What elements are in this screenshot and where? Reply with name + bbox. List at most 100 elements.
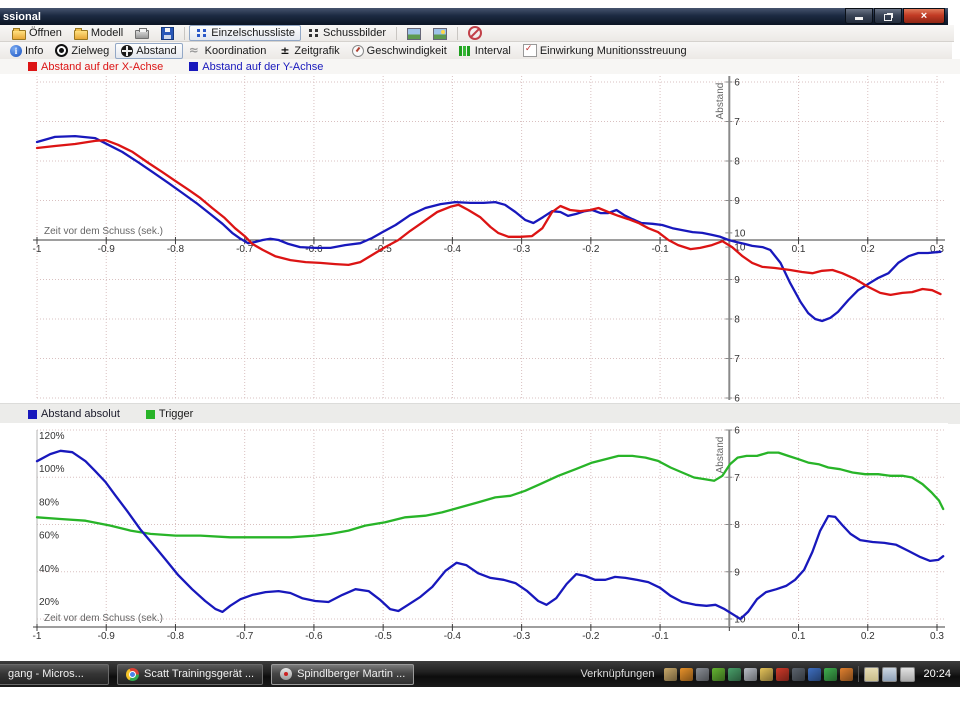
chart-distance-xy: -1 -0.9 -0.8 -0.7 -0.6 -0.5 -0.4 -0.3 -0.2 -0.1 0.… [0, 74, 948, 403]
main-toolbar: Öffnen Modell Einzelschussliste Schussbi… [0, 25, 954, 42]
system-tray [664, 667, 854, 681]
tray-icon-8[interactable] [776, 667, 790, 681]
export-image-button[interactable] [401, 25, 427, 42]
taskbar-button-outlook[interactable]: gang - Micros... [0, 663, 109, 685]
restore-icon [884, 13, 892, 21]
single-shot-list-label: Einzelschussliste [211, 27, 295, 39]
tray-icon-6[interactable] [744, 667, 758, 681]
minimize-button[interactable] [845, 8, 873, 24]
speed-button[interactable]: Geschwindigkeit [346, 42, 453, 59]
title-bar[interactable]: ssional × [0, 8, 948, 25]
tray-icon-3[interactable] [696, 667, 710, 681]
open-button[interactable]: Öffnen [6, 25, 68, 42]
svg-text:20%: 20% [39, 597, 59, 608]
legend-item-x-axis: Abstand auf der X-Achse [28, 61, 163, 73]
tray-icon-5[interactable] [728, 667, 742, 681]
chrome-icon [126, 667, 139, 681]
svg-text:10: 10 [734, 243, 746, 254]
window-controls: × [845, 8, 945, 24]
shot-images-button[interactable]: Schussbilder [301, 25, 392, 41]
taskbar: gang - Micros... Scatt Trainingsgerät ..… [0, 661, 960, 687]
info-icon [10, 44, 22, 57]
tray-icon-1[interactable] [664, 667, 678, 681]
taskbar-button-scatt-active[interactable]: Spindlberger Martin ... [271, 663, 415, 685]
restore-button[interactable] [874, 8, 902, 24]
shot-images-label: Schussbilder [323, 27, 386, 39]
distance-button[interactable]: Abstand [115, 42, 183, 59]
info-label: Info [25, 44, 44, 57]
display-tray-icon[interactable] [882, 666, 898, 682]
svg-text:-0.8: -0.8 [167, 244, 185, 255]
close-button[interactable]: × [903, 8, 945, 24]
save-icon [161, 26, 175, 40]
tray-icon-12[interactable] [840, 667, 854, 681]
toolbar-separator [456, 26, 458, 40]
chart-top-grid [36, 76, 945, 400]
svg-text:80%: 80% [39, 497, 59, 508]
scatt-app-icon [280, 668, 293, 680]
ammo-dispersion-button[interactable]: Einwirkung Munitionsstreuung [517, 42, 693, 59]
trigger-label: Trigger [158, 408, 194, 420]
svg-text:0.2: 0.2 [861, 244, 875, 255]
image-icon [406, 27, 421, 40]
svg-text:Zeit vor dem Schuss (sek.): Zeit vor dem Schuss (sek.) [44, 226, 163, 237]
series-abstand-absolut [35, 449, 945, 621]
crosshair-icon [121, 44, 134, 57]
legend-bottom-chart: Abstand absolut Trigger [0, 403, 960, 424]
svg-text:-0.8: -0.8 [167, 631, 185, 642]
printer-icon [135, 28, 150, 39]
x-axis-series-swatch [28, 62, 37, 71]
tray-icon-7[interactable] [760, 667, 774, 681]
svg-text:8: 8 [734, 157, 740, 168]
interval-button[interactable]: Interval [453, 43, 517, 59]
tray-icon-9[interactable] [792, 667, 806, 681]
svg-text:9: 9 [734, 567, 740, 578]
svg-text:0.2: 0.2 [861, 631, 875, 642]
svg-text:8: 8 [734, 520, 740, 531]
legend-item-y-axis: Abstand auf der Y-Achse [189, 61, 323, 73]
chart-bottom-tick-labels: -1 -0.9 -0.8 -0.7 -0.6 -0.5 -0.4 -0.3 -0.2 -0.1 0.… [33, 426, 945, 643]
svg-text:-0.2: -0.2 [582, 631, 600, 642]
svg-text:10: 10 [734, 228, 746, 239]
svg-text:-0.4: -0.4 [444, 244, 462, 255]
taskbar-button-scatt-label: Spindlberger Martin ... [297, 668, 406, 680]
copy-image-button[interactable] [427, 25, 453, 42]
block-button[interactable] [462, 24, 488, 42]
taskbar-button-chrome-scatt[interactable]: Scatt Trainingsgerät ... [117, 663, 264, 685]
target-icon [55, 44, 69, 57]
svg-text:-0.6: -0.6 [305, 631, 323, 642]
svg-text:Abstand: Abstand [715, 83, 726, 120]
svg-text:9: 9 [734, 196, 740, 207]
model-button[interactable]: Modell [68, 25, 129, 42]
svg-text:-0.9: -0.9 [98, 244, 116, 255]
chart-bottom-grid [36, 429, 945, 627]
tray-icon-4[interactable] [712, 667, 726, 681]
single-shot-list-button[interactable]: Einzelschussliste [189, 25, 301, 41]
svg-text:7: 7 [734, 354, 740, 365]
speaker-tray-icon[interactable] [900, 666, 916, 682]
time-graph-button[interactable]: Zeitgrafik [272, 43, 345, 59]
coordination-button[interactable]: Koordination [183, 43, 273, 59]
svg-text:-0.3: -0.3 [513, 244, 531, 255]
info-button[interactable]: Info [4, 43, 49, 59]
svg-text:9: 9 [734, 275, 740, 286]
print-button[interactable] [129, 25, 155, 41]
svg-text:0.1: 0.1 [792, 244, 806, 255]
svg-text:-1: -1 [33, 631, 42, 642]
list-dots-icon [195, 27, 208, 39]
tray-icon-10[interactable] [808, 667, 822, 681]
legend-item-trigger: Trigger [145, 408, 194, 420]
tray-icon-11[interactable] [824, 667, 838, 681]
window-title: ssional [3, 10, 41, 23]
svg-text:100%: 100% [39, 464, 65, 475]
system-status-icons [864, 666, 916, 682]
svg-text:0.1: 0.1 [792, 631, 806, 642]
svg-text:-0.7: -0.7 [236, 631, 254, 642]
tray-icon-2[interactable] [680, 667, 694, 681]
chart-top-axes [33, 76, 945, 400]
clipboard-tray-icon[interactable] [864, 666, 880, 682]
y-axis-series-label: Abstand auf der Y-Achse [202, 60, 324, 73]
save-button[interactable] [155, 25, 180, 42]
open-button-label: Öffnen [29, 27, 62, 39]
target-path-button[interactable]: Zielweg [49, 42, 115, 59]
